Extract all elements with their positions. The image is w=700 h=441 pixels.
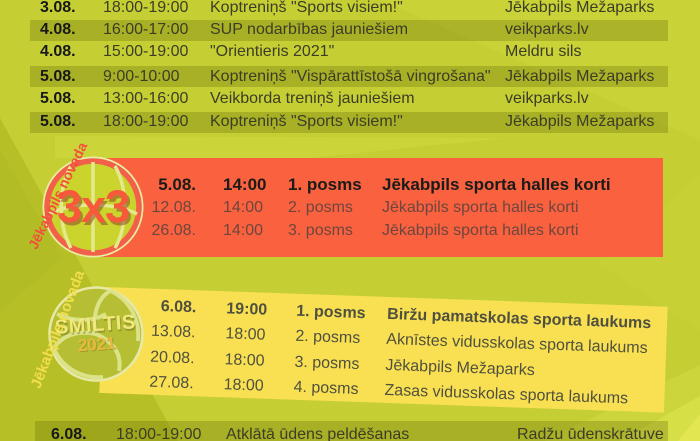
event-time: 18:00-19:00 — [103, 113, 189, 130]
stage-label: 4. posms — [293, 378, 359, 398]
event-date: 5.08. — [40, 90, 76, 107]
basketball-icon — [42, 156, 144, 258]
event-date: 3.08. — [40, 0, 76, 16]
stage-date: 26.08. — [151, 222, 196, 239]
stage-time: 18:00 — [225, 325, 266, 344]
tournament-block-smiltis: 6.08. 19:00 1. posms Biržu pamatskolas s… — [99, 287, 668, 413]
stage-time: 18:00 — [224, 351, 265, 370]
stage-label: 1. posms — [288, 175, 362, 194]
row-stripe — [30, 112, 668, 133]
stage-label: 3. posms — [288, 222, 353, 239]
stage-location: Jēkabpils sporta halles korti — [382, 199, 579, 216]
footer-row-stripe: 6.08. 18:00-19:00 Atklātā ūdens peldēšan… — [35, 421, 668, 441]
event-location: Radžu ūdenskrātuve — [517, 426, 664, 441]
row-stripe — [30, 66, 668, 87]
stage-location: Jēkabpils sporta halles korti — [382, 222, 579, 239]
stage-time: 14:00 — [223, 199, 264, 216]
event-date: 4.08. — [40, 21, 76, 38]
tournament-block-3x3: 5.08. 14:00 1. posms Jēkabpils sporta ha… — [100, 158, 663, 257]
event-location: Jēkabpils Mežaparks — [505, 68, 655, 85]
stage-label: 2. posms — [295, 327, 361, 348]
event-title: Veikborda treniņš jauniešiem — [210, 90, 415, 107]
table-row: 4.08. 16:00-17:00 SUP nodarbības jaunieš… — [0, 19, 700, 41]
event-date: 5.08. — [40, 113, 76, 130]
stage-label: 3. posms — [294, 353, 360, 373]
event-title: Atklātā ūdens peldēšanas — [226, 426, 410, 441]
event-title: Koptreniņš "Sports visiem!" — [210, 113, 403, 130]
event-time: 13:00-16:00 — [103, 90, 189, 107]
event-title: SUP nodarbības jauniešiem — [210, 21, 409, 38]
table-row: 5.08. 18:00-19:00 Koptreniņš "Sports vis… — [0, 111, 700, 133]
event-date: 5.08. — [40, 68, 76, 85]
table-row: 3.08. 18:00-19:00 Koptreniņš "Sports vis… — [0, 0, 700, 19]
table-row: 5.08. 9:00-10:00 Koptreniņš "Vispārattīs… — [0, 66, 700, 88]
event-time: 9:00-10:00 — [103, 68, 180, 85]
volleyball-smiltis-logo: SMILTIS 2021 — [48, 286, 144, 382]
event-title: "Orientieris 2021" — [210, 43, 335, 60]
stage-label: 1. posms — [295, 302, 366, 323]
event-time: 18:00-19:00 — [103, 0, 189, 16]
stage-location: Jēkabpils sporta halles korti — [382, 175, 611, 194]
event-title: Koptreniņš "Vispārattīstošā vingrošana" — [210, 68, 491, 85]
event-location: veikparks.lv — [505, 90, 589, 107]
tournament-row: 26.08. 14:00 3. posms Jēkabpils sporta h… — [100, 219, 663, 243]
tournament-row: 5.08. 14:00 1. posms Jēkabpils sporta ha… — [100, 173, 663, 197]
event-time: 15:00-19:00 — [103, 43, 189, 60]
event-location: Jēkabpils Mežaparks — [505, 0, 655, 16]
stage-date: 5.08. — [158, 175, 196, 194]
event-time: 18:00-19:00 — [116, 426, 202, 441]
volleyball-icon — [48, 286, 144, 382]
event-location: veikparks.lv — [505, 21, 589, 38]
stage-time: 19:00 — [226, 300, 268, 319]
event-title: Koptreniņš "Sports visiem!" — [210, 0, 403, 16]
table-row: 6.08. 18:00-19:00 Atklātā ūdens peldēšan… — [35, 425, 668, 441]
event-time: 16:00-17:00 — [103, 21, 189, 38]
basketball-3x3-logo: 3x3 — [42, 156, 144, 258]
stage-time: 14:00 — [223, 175, 267, 194]
tournament-row: 12.08. 14:00 2. posms Jēkabpils sporta h… — [100, 196, 663, 220]
stage-time: 14:00 — [223, 222, 264, 239]
event-date: 4.08. — [40, 43, 76, 60]
logo-3x3-text: 3x3 — [56, 181, 130, 232]
stage-label: 2. posms — [288, 199, 353, 216]
event-location: Jēkabpils Mežaparks — [505, 113, 655, 130]
table-row: 5.08. 13:00-16:00 Veikborda treniņš jaun… — [0, 88, 700, 110]
stage-time: 18:00 — [223, 376, 264, 395]
stage-date: 12.08. — [151, 199, 196, 216]
row-stripe — [30, 20, 668, 41]
logo-smiltis-year: 2021 — [77, 333, 117, 355]
event-location: Meldru sils — [505, 43, 582, 60]
table-row: 4.08. 15:00-19:00 "Orientieris 2021" Mel… — [0, 41, 700, 63]
event-date: 6.08. — [51, 426, 87, 441]
